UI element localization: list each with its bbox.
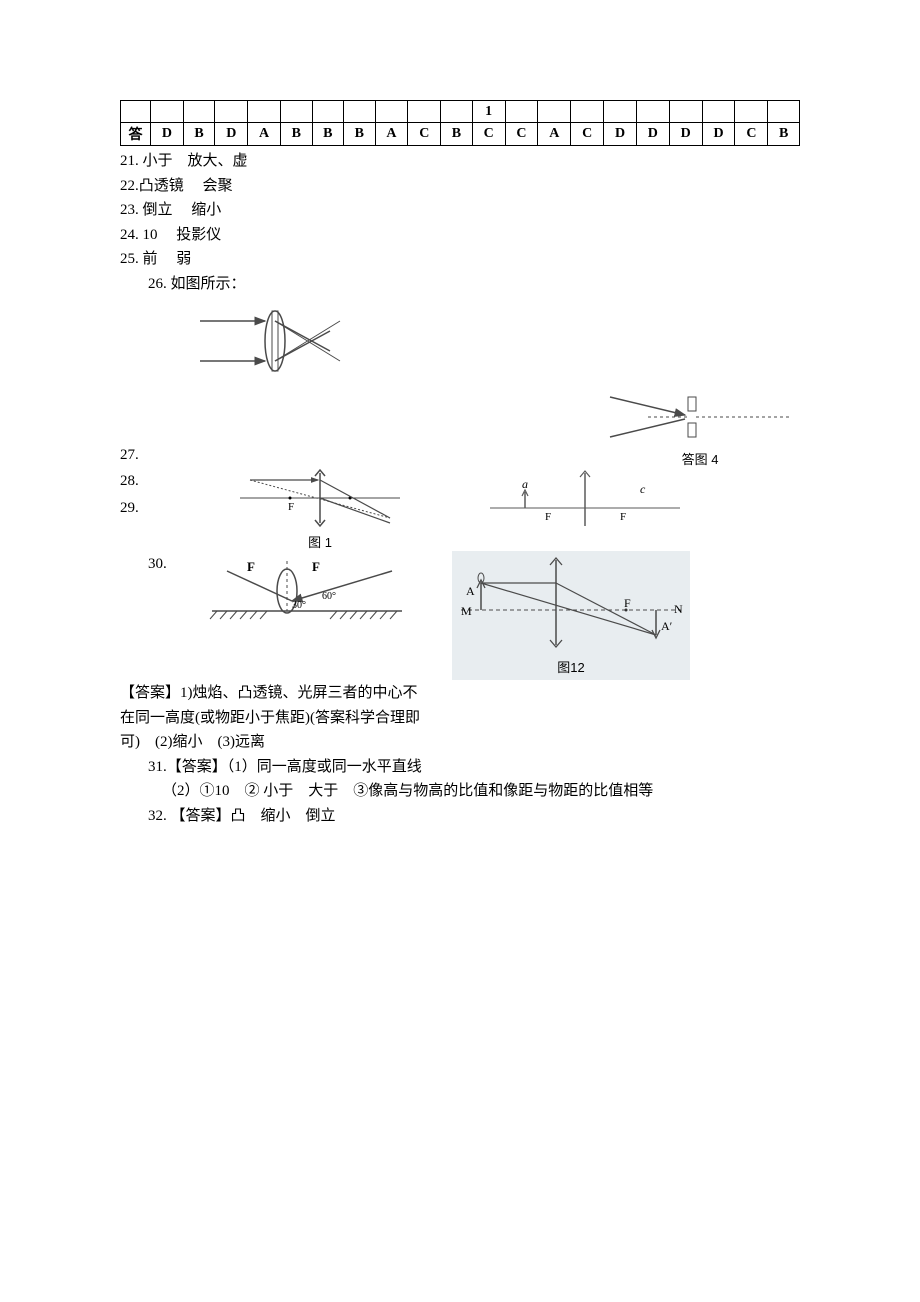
focal-label-left: F: [288, 501, 294, 513]
table-cell: 1: [472, 101, 505, 123]
row-27: 27. 答图 4: [120, 387, 800, 468]
table-cell: [768, 101, 800, 123]
table-cell: C: [571, 123, 604, 146]
answer-31-1: 31.【答案】（1）同一高度或同一水平直线: [120, 756, 800, 779]
table-cell: D: [151, 123, 184, 146]
answer-table: 1 答 D B D A B B B A C B C C A C D D D D …: [120, 100, 800, 146]
table-cell: B: [183, 123, 215, 146]
answer-30-text-3: 可) (2)缩小 (3)远离: [120, 731, 800, 754]
figure-27-caption: 答图 4: [600, 449, 800, 468]
table-cell: C: [505, 123, 538, 146]
table-cell: A: [538, 123, 571, 146]
answer-30: 30.: [120, 553, 192, 576]
svg-text:M: M: [461, 604, 472, 618]
table-cell: [151, 101, 184, 123]
answer-21: 21. 小于 放大、虚: [120, 150, 800, 173]
svg-text:F: F: [545, 511, 551, 523]
convex-lens-focus-icon: F: [240, 468, 400, 530]
lens-rays-diagram-icon: [180, 301, 370, 381]
table-cell: [735, 101, 768, 123]
table-cell: D: [636, 123, 669, 146]
row-28-29: 28. 29. F 图 1: [120, 468, 800, 551]
answer-26: 26. 如图所示：: [120, 273, 800, 296]
answer-22: 22.凸透镜 会聚: [120, 175, 800, 198]
table-cell: D: [215, 123, 248, 146]
svg-text:F: F: [312, 559, 320, 574]
table-cell: [636, 101, 669, 123]
figure-30-left: F F 60° 30°: [192, 551, 412, 626]
table-answer-row: 答 D B D A B B B A C B C C A C D D D D C …: [121, 123, 800, 146]
figure-30-right: A M F A′ N 图12: [452, 551, 690, 680]
table-cell: [248, 101, 281, 123]
table-cell: [281, 101, 313, 123]
table-cell: B: [441, 123, 473, 146]
svg-text:A: A: [466, 584, 475, 598]
table-cell: [344, 101, 376, 123]
table-row-label: 答: [121, 123, 151, 146]
mirror-reflection-icon: F F 60° 30°: [192, 551, 412, 626]
table-cell: C: [735, 123, 768, 146]
table-cell: A: [375, 123, 408, 146]
svg-text:A′: A′: [661, 619, 673, 633]
figure-26-row: [120, 301, 800, 381]
table-cell: [604, 101, 637, 123]
table-cell: B: [344, 123, 376, 146]
table-cell: [538, 101, 571, 123]
svg-text:N: N: [674, 602, 683, 616]
table-cell: B: [312, 123, 344, 146]
table-cell: [571, 101, 604, 123]
svg-text:30°: 30°: [292, 600, 306, 611]
answer-30-text-2: 在同一高度(或物距小于焦距)(答案科学合理即: [120, 707, 800, 730]
svg-text:F: F: [624, 596, 631, 610]
table-cell: [505, 101, 538, 123]
svg-text:F: F: [620, 511, 626, 523]
lens-abc-diagram-icon: a c F F: [490, 468, 680, 528]
answer-30-text-1: 【答案】1)烛焰、凸透镜、光屏三者的中心不: [120, 682, 800, 705]
table-header-row: 1: [121, 101, 800, 123]
table-cell: [408, 101, 441, 123]
table-cell: C: [408, 123, 441, 146]
table-cell: B: [281, 123, 313, 146]
figure-30-right-caption: 图12: [456, 657, 686, 676]
figure-27-right: 答图 4: [600, 387, 800, 468]
table-cell: C: [472, 123, 505, 146]
answer-29: 29.: [120, 497, 160, 520]
table-cell: [702, 101, 735, 123]
row-30: 30.: [120, 551, 800, 680]
table-cell: [375, 101, 408, 123]
answer-25: 25. 前 弱: [120, 248, 800, 271]
table-cell: [215, 101, 248, 123]
table-cell: [441, 101, 473, 123]
figure-29-right: a c F F: [490, 468, 680, 528]
concave-lens-aperture-icon: [600, 387, 800, 447]
answer-23: 23. 倒立 缩小: [120, 199, 800, 222]
table-cell: [669, 101, 702, 123]
table-cell: [121, 101, 151, 123]
figure-28-center: F 图 1: [240, 468, 400, 551]
table-cell: D: [702, 123, 735, 146]
table-cell: D: [669, 123, 702, 146]
table-cell: B: [768, 123, 800, 146]
table-cell: [183, 101, 215, 123]
answer-32: 32. 【答案】凸 缩小 倒立: [120, 805, 800, 828]
answer-28: 28.: [120, 470, 160, 493]
svg-text:60°: 60°: [322, 591, 336, 602]
answer-24: 24. 10 投影仪: [120, 224, 800, 247]
table-cell: A: [248, 123, 281, 146]
table-cell: D: [604, 123, 637, 146]
svg-text:c: c: [640, 482, 646, 496]
table-cell: [312, 101, 344, 123]
lens-image-formation-icon: A M F A′ N: [456, 555, 686, 655]
figure-28-caption: 图 1: [240, 532, 400, 551]
svg-text:F: F: [247, 559, 255, 574]
answer-31-2: （2）①10 ② 小于 大于 ③像高与物高的比值和像距与物距的比值相等: [120, 780, 800, 803]
answer-27: 27.: [120, 444, 180, 467]
